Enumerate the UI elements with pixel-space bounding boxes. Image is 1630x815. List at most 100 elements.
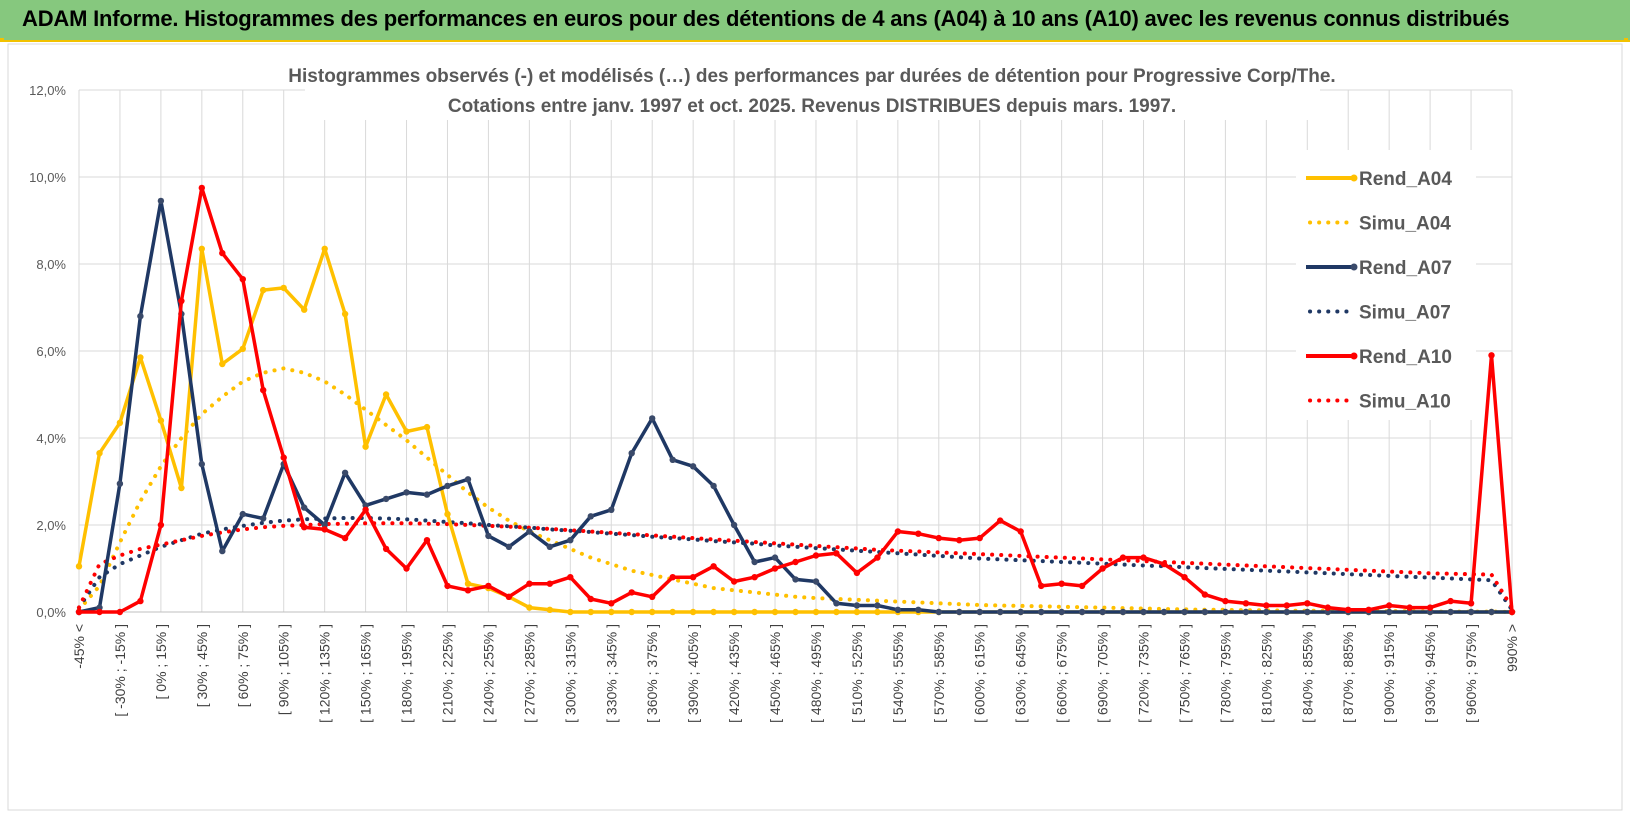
x-tick-label: [ 0% ; 15% ]: [153, 624, 169, 699]
data-point-rend-a10: [1078, 582, 1086, 590]
data-point-rend-a04: [833, 608, 840, 616]
data-point-rend-a07: [997, 608, 1004, 616]
data-point-rend-a04: [178, 484, 185, 492]
legend-label-rend-a04: Rend_A04: [1359, 169, 1452, 190]
data-point-rend-a04: [116, 419, 124, 426]
data-point-rend-a10: [1038, 582, 1045, 590]
histogram-chart: 0,0% 2,0% 4,0% 6,0% 8,0% 10,0% 12,0% -45% < [ -…: [7, 43, 1623, 811]
data-point-rend-a07: [649, 415, 656, 422]
y-tick-label: 0,0%: [36, 605, 66, 620]
data-point-rend-a10: [710, 563, 717, 570]
data-point-rend-a10: [444, 582, 451, 590]
x-tick-label: 990% >: [1504, 624, 1520, 672]
data-point-rend-a10: [526, 580, 533, 587]
data-point-rend-a07: [362, 502, 369, 509]
data-point-rend-a07: [1467, 608, 1475, 616]
data-point-rend-a10: [75, 608, 83, 616]
y-tick-label: 2,0%: [36, 518, 66, 533]
x-tick-label: [ 360% ; 375% ]: [644, 624, 660, 723]
data-point-rend-a07: [116, 480, 124, 487]
x-tick-label: [ 510% ; 525% ]: [849, 624, 865, 723]
legend-marker-rend-a07: [1350, 263, 1358, 271]
data-point-rend-a04: [546, 606, 553, 613]
x-tick-label: [ 450% ; 465% ]: [767, 624, 783, 723]
data-point-rend-a10: [997, 517, 1004, 524]
data-point-rend-a10: [137, 597, 144, 605]
x-tick-label: [ 900% ; 915% ]: [1381, 624, 1397, 723]
x-tick-label: [ 630% ; 645% ]: [1013, 624, 1029, 723]
series-line-simu-a04: [77, 366, 1514, 614]
data-point-rend-a07: [1140, 608, 1147, 616]
data-point-rend-a10: [301, 524, 308, 531]
data-point-rend-a10: [812, 552, 820, 559]
data-point-rend-a07: [935, 608, 942, 616]
data-point-rend-a07: [710, 482, 717, 490]
data-point-rend-a04: [280, 284, 287, 292]
data-point-rend-a10: [321, 526, 328, 533]
data-point-rend-a10: [628, 589, 635, 596]
chart-title: Histogrammes observés (-) et modélisés (…: [288, 66, 1335, 87]
data-point-rend-a04: [669, 608, 676, 616]
x-tick-label: [ 840% ; 855% ]: [1299, 624, 1315, 723]
data-point-rend-a10: [239, 276, 246, 283]
data-point-rend-a07: [1283, 608, 1291, 616]
x-tick-label: [ 480% ; 495% ]: [808, 624, 824, 723]
data-point-rend-a10: [382, 545, 390, 553]
data-point-rend-a10: [567, 574, 574, 581]
data-point-rend-a10: [976, 534, 983, 542]
data-point-rend-a10: [1508, 608, 1516, 616]
data-point-rend-a07: [669, 456, 676, 463]
data-point-rend-a07: [833, 600, 840, 607]
x-tick-label: [ 570% ; 585% ]: [931, 624, 947, 723]
data-point-rend-a07: [1017, 608, 1024, 616]
data-point-rend-a10: [1099, 565, 1106, 572]
x-tick-label: [ 930% ; 945% ]: [1422, 624, 1438, 723]
data-point-rend-a07: [1406, 608, 1413, 616]
data-point-rend-a07: [1324, 608, 1332, 616]
x-tick-label: [ 90% ; 105% ]: [276, 624, 292, 715]
data-point-rend-a10: [219, 249, 226, 257]
data-point-rend-a04: [75, 563, 83, 570]
data-point-rend-a07: [792, 576, 799, 583]
data-point-rend-a07: [751, 558, 758, 566]
data-point-rend-a07: [444, 482, 451, 490]
data-point-rend-a10: [485, 582, 492, 590]
data-point-rend-a04: [587, 608, 594, 616]
data-point-rend-a10: [1222, 597, 1229, 605]
data-point-rend-a10: [1058, 580, 1065, 587]
title-background: [305, 56, 1320, 120]
x-tick-label: [ 960% ; 975% ]: [1463, 624, 1479, 723]
data-point-rend-a07: [485, 532, 492, 540]
data-point-rend-a04: [219, 360, 226, 368]
data-point-rend-a07: [894, 606, 902, 613]
data-point-rend-a07: [1447, 608, 1454, 616]
data-point-rend-a04: [362, 443, 369, 450]
data-point-rend-a04: [567, 608, 574, 616]
data-point-rend-a07: [730, 521, 738, 529]
data-point-rend-a10: [1426, 604, 1434, 611]
data-point-rend-a10: [956, 537, 963, 544]
series-layer: [75, 184, 1516, 616]
data-point-rend-a07: [526, 528, 533, 535]
data-point-rend-a10: [1181, 574, 1188, 581]
data-point-rend-a07: [608, 506, 615, 513]
data-point-rend-a10: [894, 528, 902, 535]
data-point-rend-a07: [915, 606, 922, 613]
data-point-rend-a07: [771, 554, 779, 561]
data-point-rend-a10: [833, 550, 840, 557]
data-point-rend-a10: [751, 574, 758, 581]
data-point-rend-a10: [915, 530, 922, 537]
data-point-rend-a10: [1304, 600, 1311, 607]
x-tick-label: [ 780% ; 795% ]: [1217, 624, 1233, 723]
data-point-rend-a07: [198, 460, 205, 468]
data-point-rend-a10: [178, 297, 185, 305]
corner-marker: [1624, 38, 1628, 42]
data-point-rend-a04: [239, 345, 246, 352]
data-point-rend-a10: [341, 534, 349, 542]
x-tick-label: [ 180% ; 195% ]: [399, 624, 415, 723]
data-point-rend-a07: [874, 602, 881, 609]
data-point-rend-a10: [874, 554, 881, 561]
data-point-rend-a04: [649, 608, 656, 616]
data-point-rend-a10: [157, 521, 165, 529]
data-point-rend-a07: [628, 450, 635, 457]
